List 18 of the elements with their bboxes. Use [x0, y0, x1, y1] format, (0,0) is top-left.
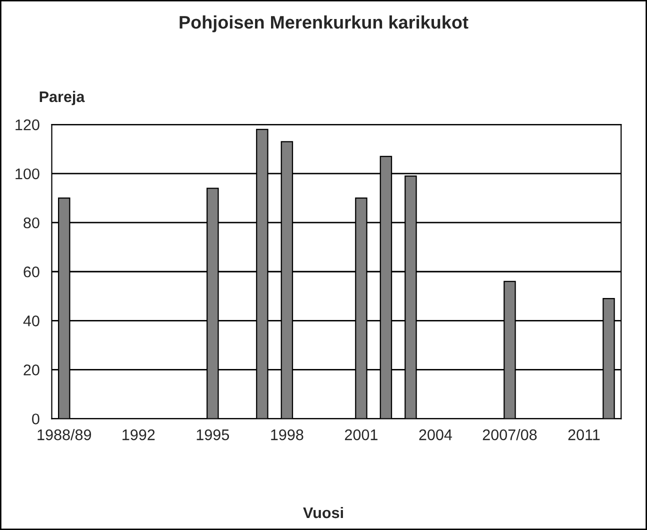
y-axis-title: Pareja — [40, 90, 85, 106]
x-tick-label: 2004 — [419, 429, 452, 440]
x-tick-label: 2007/08 — [482, 428, 537, 440]
x-axis-title: Vuosi — [303, 506, 343, 518]
y-tick-label: 60 — [24, 266, 40, 278]
x-tick-label: 1995 — [196, 429, 230, 440]
y-tick-label: 80 — [24, 217, 40, 228]
y-tick-label: 0 — [32, 414, 40, 424]
x-tick-label: 1998 — [271, 429, 304, 440]
y-tick-label: 120 — [16, 119, 40, 130]
y-tick-label: 40 — [23, 316, 40, 326]
x-tick-label: 1988/89 — [38, 428, 92, 440]
chart-title: Pohjoisen Merenkurkun karikukot — [180, 15, 468, 32]
y-tick-label: 20 — [24, 364, 40, 376]
x-tick-label: 2011 — [568, 429, 600, 440]
y-tick-label: 100 — [16, 168, 40, 180]
x-tick-label: 2001 — [344, 429, 378, 440]
x-tick-label: 1992 — [122, 429, 155, 440]
